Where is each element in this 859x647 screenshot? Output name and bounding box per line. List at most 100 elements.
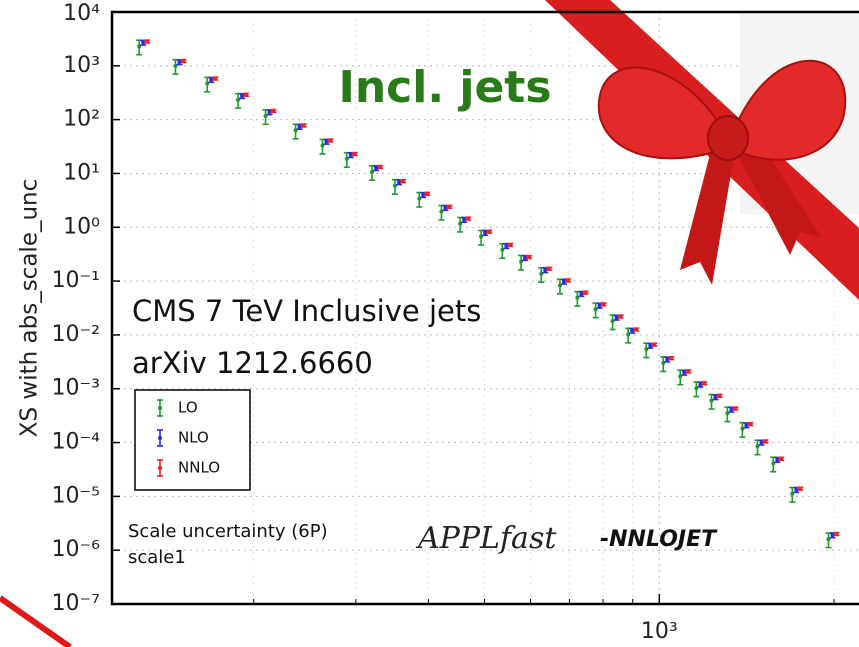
legend-label: LO: [178, 399, 198, 417]
data-point: [748, 422, 753, 427]
data-point: [601, 302, 606, 307]
data-point: [447, 204, 452, 209]
annotation: CMS 7 TeV Inclusive jets: [132, 294, 481, 328]
error-point: [486, 229, 493, 234]
brand-script: APPLfast: [415, 521, 557, 556]
legend-box: [134, 389, 251, 491]
error-point: [546, 266, 553, 271]
data-point: [181, 58, 186, 63]
data-point: [763, 439, 768, 444]
error-point: [564, 278, 571, 283]
bow-loop: [734, 60, 847, 161]
x-tick-label: 10³: [641, 619, 678, 644]
y-tick-label: 10³: [63, 53, 100, 78]
error-point: [446, 204, 453, 210]
error-point: [651, 342, 658, 347]
y-tick-label: 10⁻⁷: [52, 591, 100, 616]
error-point: [424, 191, 431, 196]
error-point: [204, 76, 211, 93]
error-point: [377, 164, 384, 170]
error-point: [732, 406, 739, 411]
y-tick-label: 10⁻²: [52, 322, 100, 347]
data-point: [634, 327, 639, 332]
legend-label: NNLO: [178, 459, 220, 477]
data-point: [244, 92, 249, 97]
data-point: [798, 486, 803, 491]
bow-knot: [707, 115, 749, 161]
y-tick-label: 10²: [63, 107, 100, 132]
data-point: [713, 395, 718, 400]
error-point: [538, 266, 545, 284]
legend-swatch: [158, 406, 162, 410]
y-tick-label: 10⁻¹: [52, 268, 100, 293]
data-point: [466, 216, 471, 221]
y-tick-label: 10⁻³: [52, 376, 100, 401]
ribbon-edge: [0, 595, 72, 647]
data-point: [378, 164, 383, 169]
error-point: [351, 151, 358, 157]
data-point: [702, 381, 707, 386]
data-point: [779, 456, 784, 461]
data-point: [597, 303, 602, 308]
bow-tail: [680, 135, 735, 285]
data-point: [487, 229, 492, 234]
data-point: [834, 531, 839, 536]
y-tick-label: 10⁻⁵: [52, 483, 100, 508]
chart-title: Incl. jets: [338, 62, 551, 113]
error-point: [270, 108, 277, 114]
error-point: [701, 381, 708, 386]
y-tick-label: 10⁰: [63, 214, 100, 239]
error-point: [180, 58, 187, 64]
error-point: [507, 242, 514, 248]
data-point: [527, 255, 532, 260]
data-point: [352, 151, 357, 156]
plot-frame: [110, 10, 859, 606]
error-point: [144, 39, 151, 44]
data-point: [583, 290, 588, 295]
bow-loop: [597, 66, 723, 160]
error-point: [712, 394, 719, 401]
data-point: [717, 393, 722, 398]
y-axis-label: XS with abs_scale_unc: [17, 179, 43, 438]
data-point: [301, 123, 306, 128]
data-point: [665, 357, 670, 362]
marks: [136, 39, 840, 549]
error-point: [212, 76, 219, 81]
error-point: [716, 393, 723, 399]
data-point: [686, 369, 691, 374]
data-point: [733, 406, 738, 411]
error-point: [582, 290, 589, 295]
data-point: [328, 138, 333, 143]
error-point: [633, 327, 640, 332]
data-point: [547, 266, 552, 271]
bow-tail: [730, 130, 822, 255]
data-point: [271, 108, 276, 113]
y-tick-label: 10⁴: [63, 1, 100, 26]
error-point: [685, 369, 692, 374]
error-point: [526, 254, 533, 260]
error-point: [243, 92, 250, 97]
data-point: [400, 179, 405, 184]
error-point: [617, 314, 624, 319]
legend-item: LO: [157, 399, 198, 417]
error-point: [395, 179, 402, 186]
error-point: [797, 486, 804, 491]
data-point: [145, 39, 150, 44]
legend-swatch: [158, 436, 162, 440]
error-point: [664, 356, 671, 363]
data-point: [543, 268, 548, 273]
brand-suffix: -NNLOJET: [600, 527, 718, 552]
error-point: [668, 355, 675, 361]
annotation: scale1: [128, 547, 186, 568]
data-point: [652, 342, 657, 347]
error-point: [600, 302, 607, 307]
error-point: [399, 178, 406, 184]
error-point: [833, 531, 840, 537]
data-point: [425, 191, 430, 196]
legend-swatch: [158, 466, 162, 470]
gift-bow: [545, 0, 859, 300]
legend-item: NLO: [157, 429, 209, 447]
annotation: Scale uncertainty (6P): [128, 521, 328, 542]
error-point: [747, 421, 754, 427]
